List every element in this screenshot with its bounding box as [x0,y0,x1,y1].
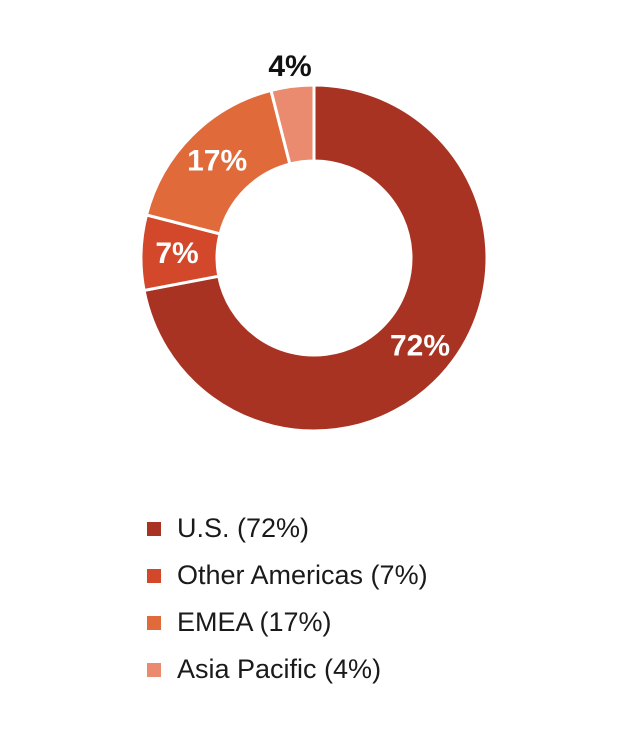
legend-item-other-americas: Other Americas (7%) [147,552,428,599]
chart-legend: U.S. (72%) Other Americas (7%) EMEA (17%… [147,505,428,693]
legend-item-emea: EMEA (17%) [147,599,428,646]
slice-asia-pacific [269,83,316,166]
slice-label-other-americas: 7% [155,237,198,270]
slice-us [142,83,489,433]
legend-label-us: U.S. (72%) [177,513,310,543]
legend-swatch-other-americas [147,568,161,583]
legend-label-asia-pacific: Asia Pacific (4%) [177,654,382,684]
legend-item-us: U.S. (72%) [147,505,428,552]
legend-swatch-emea [147,615,161,630]
legend-swatch-us [147,521,161,536]
legend-item-asia-pacific: Asia Pacific (4%) [147,646,428,693]
slice-label-emea: 17% [187,145,247,178]
donut-chart: 72% 7% 17% 4% [139,50,489,433]
legend-label-emea: EMEA (17%) [177,607,332,637]
legend-swatch-asia-pacific [147,662,161,677]
legend-label-other-americas: Other Americas (7%) [177,560,428,590]
slice-label-us: 72% [390,330,450,363]
slice-label-asia-pacific: 4% [268,50,311,83]
